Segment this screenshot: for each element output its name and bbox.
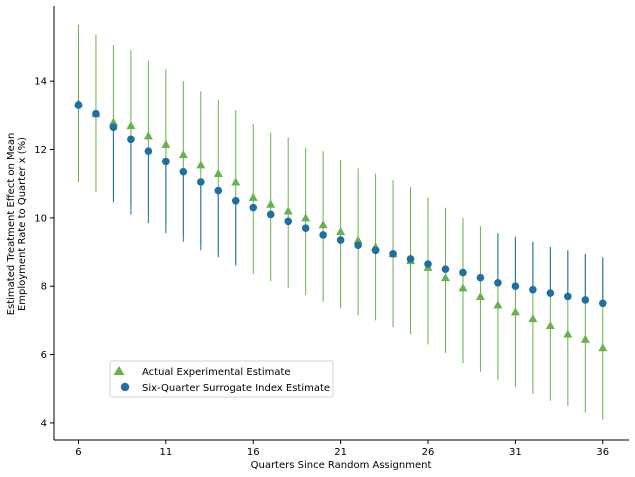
surrogate-point	[476, 273, 485, 282]
surrogate-point	[511, 282, 520, 291]
surrogate-point	[214, 186, 223, 195]
surrogate-point	[162, 157, 170, 166]
x-tick-label: 31	[509, 447, 522, 458]
actual-point	[510, 307, 520, 316]
x-tick-label: 6	[75, 447, 81, 458]
actual-point	[458, 283, 468, 292]
actual-point	[143, 131, 153, 140]
y-axis-ticks: 4 6 8 10 12 14	[34, 77, 54, 429]
y-tick-label: 14	[34, 77, 47, 88]
actual-point	[196, 160, 206, 169]
legend-marker-actual	[113, 366, 125, 375]
surrogate-point	[406, 255, 415, 263]
surrogate-point	[127, 135, 135, 144]
y-axis-title-line-1: Estimated Treatment Effect on Mean	[6, 133, 17, 316]
surrogate-point	[284, 217, 292, 226]
surrogate-point	[266, 210, 275, 219]
x-tick-label: 26	[422, 447, 435, 458]
actual-point	[336, 227, 346, 236]
y-tick-label: 8	[41, 282, 47, 293]
surrogate-point	[336, 236, 345, 244]
surrogate-point	[74, 101, 83, 109]
surrogate-point	[354, 241, 362, 250]
surrogate-point	[564, 292, 572, 301]
actual-point	[248, 192, 258, 201]
actual-point	[528, 314, 538, 323]
y-axis-title: Estimated Treatment Effect on Mean Emplo…	[6, 133, 28, 316]
actual-point	[318, 220, 328, 229]
legend-label-surrogate: Six-Quarter Surrogate Index Estimate	[142, 383, 330, 394]
actual-point	[283, 206, 293, 215]
surrogate-point	[581, 296, 590, 304]
x-tick-label: 21	[334, 447, 347, 458]
actual-point	[493, 300, 503, 309]
x-tick-label: 16	[247, 447, 260, 458]
y-tick-label: 4	[41, 418, 47, 429]
actual-point	[580, 334, 590, 343]
y-axis-title-line-2: Employment Rate to Quarter x (%)	[17, 137, 28, 311]
surrogate-point	[179, 167, 188, 176]
surrogate-point	[92, 109, 100, 118]
actual-point	[161, 139, 171, 148]
surrogate-point	[231, 196, 240, 205]
data-points	[73, 98, 608, 352]
actual-point	[178, 150, 188, 159]
actual-point	[108, 117, 118, 126]
legend-marker-surrogate	[120, 382, 130, 392]
surrogate-point	[197, 178, 205, 186]
actual-point	[475, 291, 485, 300]
legend: Actual Experimental Estimate Six-Quarter…	[109, 360, 334, 398]
surrogate-point	[459, 268, 467, 277]
actual-point	[126, 121, 136, 130]
surrogate-point	[371, 246, 380, 255]
surrogate-point	[494, 279, 502, 287]
surrogate-point	[389, 249, 397, 258]
legend-frame	[109, 360, 334, 398]
legend-label-actual: Actual Experimental Estimate	[142, 367, 291, 378]
surrogate-point	[249, 203, 258, 212]
actual-point	[266, 199, 276, 208]
actual-point	[545, 321, 555, 330]
y-tick-label: 12	[34, 145, 47, 156]
x-axis-title: Quarters Since Random Assignment	[251, 460, 432, 471]
surrogate-point	[144, 147, 153, 156]
surrogate-point	[598, 299, 607, 308]
actual-point	[353, 235, 363, 244]
surrogate-point	[109, 123, 118, 132]
x-tick-label: 11	[159, 447, 172, 458]
surrogate-point	[301, 224, 310, 232]
surrogate-point	[424, 260, 432, 268]
surrogate-point	[529, 285, 537, 294]
surrogate-point	[319, 231, 327, 239]
actual-point	[563, 329, 573, 338]
x-tick-label: 36	[596, 447, 609, 458]
actual-point	[213, 168, 223, 177]
y-tick-label: 10	[34, 213, 47, 224]
plot-area	[73, 24, 608, 420]
surrogate-point	[441, 265, 450, 273]
actual-point	[301, 213, 311, 222]
actual-point	[231, 177, 241, 186]
y-tick-label: 6	[41, 350, 47, 361]
actual-point	[598, 343, 608, 352]
actual-point	[440, 273, 450, 282]
surrogate-point	[546, 289, 555, 297]
error-bars	[77, 24, 604, 420]
x-axis-ticks: 6 11 16 21 26 31 36	[75, 440, 609, 458]
